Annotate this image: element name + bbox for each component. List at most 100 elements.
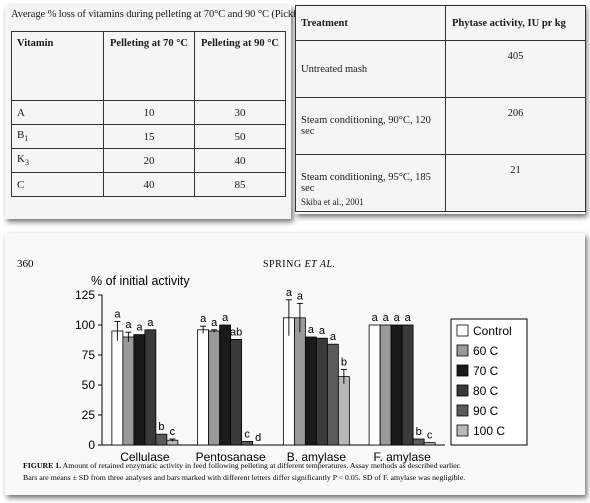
bar bbox=[326, 343, 339, 446]
significance-letter: a bbox=[114, 308, 121, 320]
phytase-value-cell: 206 bbox=[445, 97, 586, 155]
column-header-90c: Pelleting at 90 °C bbox=[194, 31, 286, 101]
legend-box bbox=[450, 318, 528, 446]
bar bbox=[133, 334, 146, 446]
legend-swatch bbox=[456, 324, 469, 337]
bar bbox=[144, 329, 157, 446]
treatment-cell: Steam conditioning, 95°C, 185 sec bbox=[295, 154, 446, 212]
legend-label: Control bbox=[473, 324, 512, 338]
legend-label: 90 C bbox=[473, 404, 499, 418]
table-row: K3 20 40 bbox=[11, 148, 286, 173]
vitamin-loss-table: Vitamin Pelleting at 70 °C Pelleting at … bbox=[11, 31, 286, 197]
phytase-value-cell: 405 bbox=[445, 40, 586, 98]
significance-letter: ab bbox=[230, 326, 242, 338]
legend-swatch bbox=[456, 404, 469, 417]
running-head: SPRING ET AL. bbox=[263, 259, 336, 270]
bar bbox=[197, 329, 210, 446]
bar bbox=[111, 330, 124, 446]
significance-letter: a bbox=[286, 287, 293, 299]
treatment-cell: Steam conditioning, 90°C, 120 sec bbox=[295, 97, 446, 155]
significance-letter: b bbox=[416, 426, 422, 438]
vitamin-name: C bbox=[11, 172, 104, 197]
source-citation: Skiba et al., 2001 bbox=[301, 197, 364, 207]
table-row: B1 15 50 bbox=[11, 124, 286, 149]
loss-70c: 15 bbox=[103, 124, 195, 149]
significance-letter: a bbox=[211, 317, 218, 329]
category-label: Pentosanase bbox=[196, 450, 266, 464]
significance-letter: a bbox=[125, 319, 132, 331]
column-header-70c: Pelleting at 70 °C bbox=[103, 31, 195, 101]
bar bbox=[241, 440, 254, 446]
bar bbox=[208, 330, 221, 446]
y-tick-label: 50 bbox=[82, 378, 96, 392]
vitamin-name: K3 bbox=[11, 148, 104, 173]
significance-letter: c bbox=[427, 430, 433, 442]
significance-letter: a bbox=[297, 290, 304, 302]
significance-letter: a bbox=[394, 312, 401, 324]
y-axis-label: % of initial activity bbox=[91, 274, 190, 288]
bar bbox=[230, 339, 243, 446]
bar bbox=[122, 336, 135, 446]
significance-letter: a bbox=[308, 324, 315, 336]
significance-letter: a bbox=[330, 331, 337, 343]
table-row: Untreated mash 405 bbox=[295, 40, 586, 98]
bar bbox=[315, 337, 328, 446]
enzyme-activity-chart: 360 SPRING ET AL. % of initial activity … bbox=[17, 258, 528, 482]
legend-label: 100 C bbox=[473, 424, 505, 438]
loss-90c: 85 bbox=[194, 172, 286, 197]
table-header-row: Vitamin Pelleting at 70 °C Pelleting at … bbox=[11, 31, 286, 101]
significance-letter: d bbox=[255, 432, 261, 444]
bar bbox=[282, 317, 295, 446]
y-tick-label: 75 bbox=[82, 348, 96, 362]
significance-letter: a bbox=[405, 312, 412, 324]
y-tick-label: 25 bbox=[82, 408, 96, 422]
chart-legend: Control 60 C 70 C 80 C 90 C 100 C bbox=[450, 318, 528, 446]
legend-swatch bbox=[456, 384, 469, 397]
loss-90c: 40 bbox=[194, 148, 286, 173]
table-row: A 10 30 bbox=[11, 100, 286, 125]
loss-90c: 50 bbox=[194, 124, 286, 149]
legend-label: 80 C bbox=[473, 384, 499, 398]
legend-swatch bbox=[456, 364, 469, 377]
loss-70c: 10 bbox=[103, 100, 195, 125]
bar bbox=[293, 317, 306, 446]
phytase-value-cell: 21 bbox=[445, 154, 586, 212]
category-label: Cellulase bbox=[120, 450, 170, 464]
significance-letter: c bbox=[244, 428, 250, 440]
significance-letter: b bbox=[158, 421, 164, 433]
bar bbox=[379, 324, 392, 446]
significance-letter: a bbox=[319, 325, 326, 337]
category-label: F. amylase bbox=[373, 450, 431, 464]
significance-letter: a bbox=[372, 312, 379, 324]
vitamin-loss-panel: Average % loss of vitamins during pellet… bbox=[5, 5, 339, 219]
bar bbox=[155, 433, 168, 446]
bar bbox=[368, 324, 381, 446]
phytase-activity-panel: Treatment Phytase activity, IU pr kg Unt… bbox=[295, 5, 586, 214]
significance-letter: b bbox=[341, 356, 347, 368]
loss-70c: 40 bbox=[103, 172, 195, 197]
bar bbox=[219, 324, 232, 446]
table-row: Steam conditioning, 90°C, 120 sec 206 bbox=[295, 97, 586, 155]
bar bbox=[337, 376, 350, 446]
column-header-treatment: Treatment bbox=[295, 5, 446, 41]
table-header-row: Treatment Phytase activity, IU pr kg bbox=[295, 5, 586, 41]
significance-letter: a bbox=[200, 313, 207, 325]
table-row: C 40 85 bbox=[11, 172, 286, 197]
legend-swatch bbox=[456, 344, 469, 357]
category-label: B. amylase bbox=[287, 450, 347, 464]
legend-label: 60 C bbox=[473, 344, 499, 358]
page-number: 360 bbox=[17, 258, 34, 270]
vitamin-name: A bbox=[11, 100, 104, 125]
y-tick-label: 125 bbox=[75, 288, 95, 302]
phytase-table: Treatment Phytase activity, IU pr kg Unt… bbox=[295, 5, 586, 212]
column-header-vitamin: Vitamin bbox=[11, 31, 104, 101]
bar bbox=[304, 336, 317, 446]
bar bbox=[401, 324, 414, 446]
figure-caption-line2: Bars are means ± SD from three analyses … bbox=[23, 473, 465, 482]
significance-letter: a bbox=[383, 312, 390, 324]
legend-label: 70 C bbox=[473, 364, 499, 378]
loss-70c: 20 bbox=[103, 148, 195, 173]
loss-90c: 30 bbox=[194, 100, 286, 125]
significance-letter: a bbox=[147, 317, 154, 329]
y-tick-label: 0 bbox=[88, 438, 95, 452]
